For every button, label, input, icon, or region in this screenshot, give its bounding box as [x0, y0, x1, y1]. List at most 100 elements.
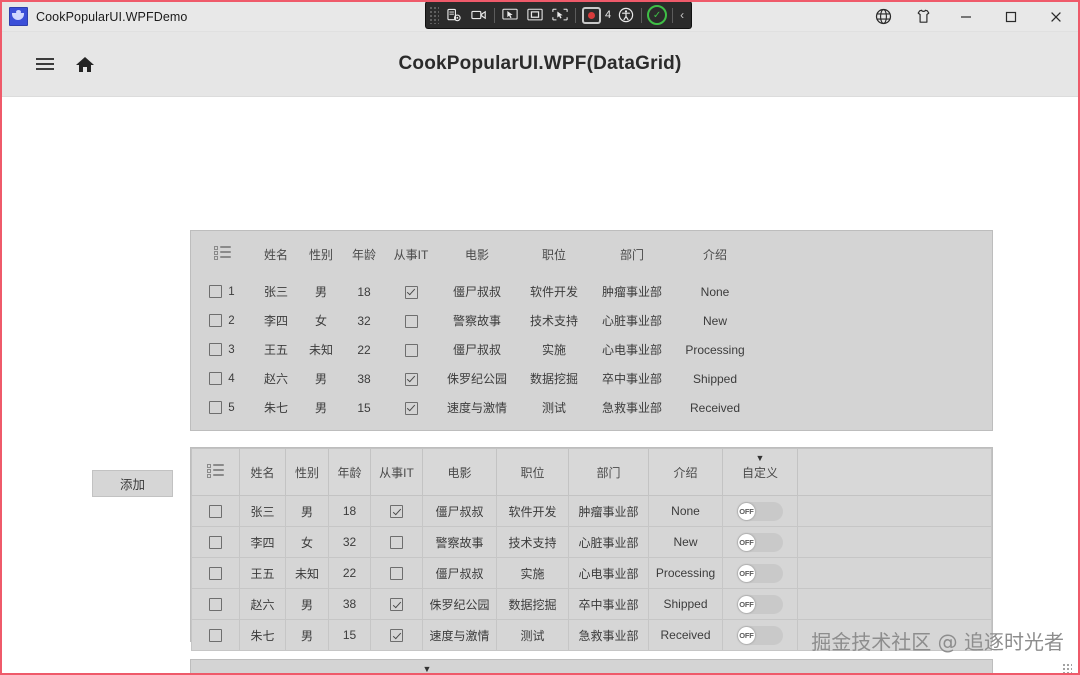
row-checkbox[interactable]: [209, 567, 222, 581]
it-checkbox[interactable]: [390, 505, 403, 519]
table-row[interactable]: 李四 女 32 警察故事 技术支持 心脏事业部 New OFF: [191, 526, 992, 558]
maximize-button[interactable]: [988, 2, 1033, 31]
col-header-gender[interactable]: 性别: [308, 247, 333, 262]
col-header-it[interactable]: 从事IT: [370, 448, 423, 496]
row-checkbox[interactable]: [209, 536, 222, 550]
add-button[interactable]: 添加: [92, 470, 173, 497]
select-all-header[interactable]: [191, 660, 253, 673]
datagrid-2[interactable]: 姓名 性别 年龄 从事IT 电影 职位 部门 介绍 ▼ 自定义: [190, 447, 993, 651]
cell-it[interactable]: [370, 495, 423, 527]
record-settings-icon[interactable]: [442, 5, 466, 26]
row-checkbox[interactable]: [209, 401, 223, 414]
it-checkbox[interactable]: [404, 372, 418, 386]
cell-it[interactable]: [370, 557, 423, 589]
table-row[interactable]: 朱七 男 15 速度与激情 测试 急救事业部 Received OFF: [191, 619, 992, 651]
cell-custom[interactable]: OFF: [722, 588, 798, 620]
col-header-position[interactable]: 职位: [541, 247, 566, 262]
row-select-cell[interactable]: 4: [191, 364, 253, 393]
custom-toggle[interactable]: OFF: [737, 532, 783, 552]
cursor-capture-icon[interactable]: [498, 5, 522, 26]
col-header-intro-toggle[interactable]: ▼ 介绍: [391, 660, 463, 674]
it-checkbox[interactable]: [404, 285, 418, 299]
it-checkbox[interactable]: [404, 401, 418, 415]
accessibility-icon[interactable]: [614, 5, 638, 26]
drag-grip[interactable]: [429, 6, 439, 24]
custom-toggle[interactable]: OFF: [737, 563, 783, 583]
col-header-dept[interactable]: 部门: [568, 448, 649, 496]
custom-toggle[interactable]: OFF: [737, 501, 783, 521]
it-checkbox[interactable]: [390, 629, 403, 643]
cell-custom[interactable]: OFF: [722, 495, 798, 527]
it-checkbox[interactable]: [390, 567, 403, 581]
cell-it[interactable]: [370, 526, 423, 558]
camera-icon[interactable]: [467, 5, 491, 26]
selection-capture-icon[interactable]: [548, 5, 572, 26]
resize-grip[interactable]: [1062, 663, 1072, 673]
col-header-dept[interactable]: 部门: [619, 247, 644, 262]
row-checkbox[interactable]: [209, 343, 223, 356]
row-select-cell[interactable]: [191, 495, 240, 527]
row-checkbox[interactable]: [209, 505, 222, 519]
table-row[interactable]: 张三 男 18 僵尸叔叔 软件开发 肿瘤事业部 None OFF: [191, 495, 992, 527]
custom-toggle[interactable]: OFF: [737, 625, 783, 645]
row-select-cell[interactable]: [191, 619, 240, 651]
row-select-cell[interactable]: 5: [191, 393, 253, 422]
hamburger-icon[interactable]: [32, 51, 58, 77]
table-row[interactable]: 3 王五 未知 22 僵尸叔叔 实施 心电事业部 Processing: [191, 335, 992, 364]
cell-custom[interactable]: OFF: [722, 526, 798, 558]
col-header-age[interactable]: 年龄: [351, 247, 376, 262]
col-header-name[interactable]: 姓名: [239, 448, 286, 496]
row-select-cell[interactable]: [191, 588, 240, 620]
it-checkbox[interactable]: [404, 343, 418, 357]
col-header-intro[interactable]: 介绍: [702, 247, 727, 262]
custom-toggle[interactable]: OFF: [737, 594, 783, 614]
cell-it[interactable]: [385, 277, 437, 306]
shirt-icon[interactable]: [903, 2, 943, 31]
table-row[interactable]: 王五 未知 22 僵尸叔叔 实施 心电事业部 Processing OFF: [191, 557, 992, 589]
check-circle-icon[interactable]: ✓: [645, 5, 669, 26]
row-select-cell[interactable]: [191, 557, 240, 589]
cell-it[interactable]: [385, 335, 437, 364]
select-all-header[interactable]: [191, 231, 253, 277]
screen-recorder-toolbar[interactable]: 4 ✓ ‹: [426, 2, 692, 28]
cell-it[interactable]: [385, 364, 437, 393]
cell-it[interactable]: [370, 619, 423, 651]
table-row[interactable]: 5 朱七 男 15 速度与激情 测试 急救事业部 Received: [191, 393, 992, 422]
col-header-name[interactable]: 姓名: [263, 247, 288, 262]
col-header-position[interactable]: 职位: [496, 448, 569, 496]
it-checkbox[interactable]: [404, 314, 418, 328]
col-header-name[interactable]: 姓名: [253, 660, 299, 673]
cell-it[interactable]: [370, 588, 423, 620]
col-header-age[interactable]: 年龄: [328, 448, 371, 496]
globe-icon[interactable]: [863, 2, 903, 31]
row-select-cell[interactable]: [191, 526, 240, 558]
col-header-it[interactable]: 从事IT: [343, 660, 391, 673]
datagrid-1[interactable]: 姓名 性别 年龄 从事IT 电影 职位 部门 介绍 1 张三: [190, 230, 993, 431]
row-select-cell[interactable]: 3: [191, 335, 253, 364]
it-checkbox[interactable]: [390, 536, 403, 550]
it-checkbox[interactable]: [390, 598, 403, 612]
col-header-movie[interactable]: 电影: [422, 448, 497, 496]
cell-it[interactable]: [385, 393, 437, 422]
col-header-custom[interactable]: ▼ 自定义: [722, 448, 798, 496]
table-row[interactable]: 赵六 男 38 侏罗纪公园 数据挖掘 卒中事业部 Shipped OFF: [191, 588, 992, 620]
row-checkbox[interactable]: [209, 372, 223, 385]
col-header-intro[interactable]: 介绍: [535, 660, 597, 673]
table-row[interactable]: 1 张三 男 18 僵尸叔叔 软件开发 肿瘤事业部 None: [191, 277, 992, 306]
row-checkbox[interactable]: [209, 598, 222, 612]
col-header-movie[interactable]: 电影: [464, 247, 489, 262]
col-header-intro[interactable]: 介绍: [648, 448, 723, 496]
row-select-cell[interactable]: 1: [191, 277, 253, 306]
row-select-cell[interactable]: 2: [191, 306, 253, 335]
col-header-it[interactable]: 从事IT: [393, 247, 429, 262]
row-checkbox[interactable]: [209, 314, 223, 327]
close-button[interactable]: [1033, 2, 1078, 31]
recording-indicator-icon[interactable]: [579, 5, 603, 26]
home-icon[interactable]: [72, 51, 98, 77]
table-row[interactable]: 4 赵六 男 38 侏罗纪公园 数据挖掘 卒中事业部 Shipped: [191, 364, 992, 393]
col-header-gender[interactable]: 性别: [285, 448, 329, 496]
collapse-toolbar-button[interactable]: ‹: [680, 8, 685, 22]
col-header-fav-movie[interactable]: 喜爱电影: [463, 660, 535, 673]
region-capture-icon[interactable]: [523, 5, 547, 26]
minimize-button[interactable]: [943, 2, 988, 31]
